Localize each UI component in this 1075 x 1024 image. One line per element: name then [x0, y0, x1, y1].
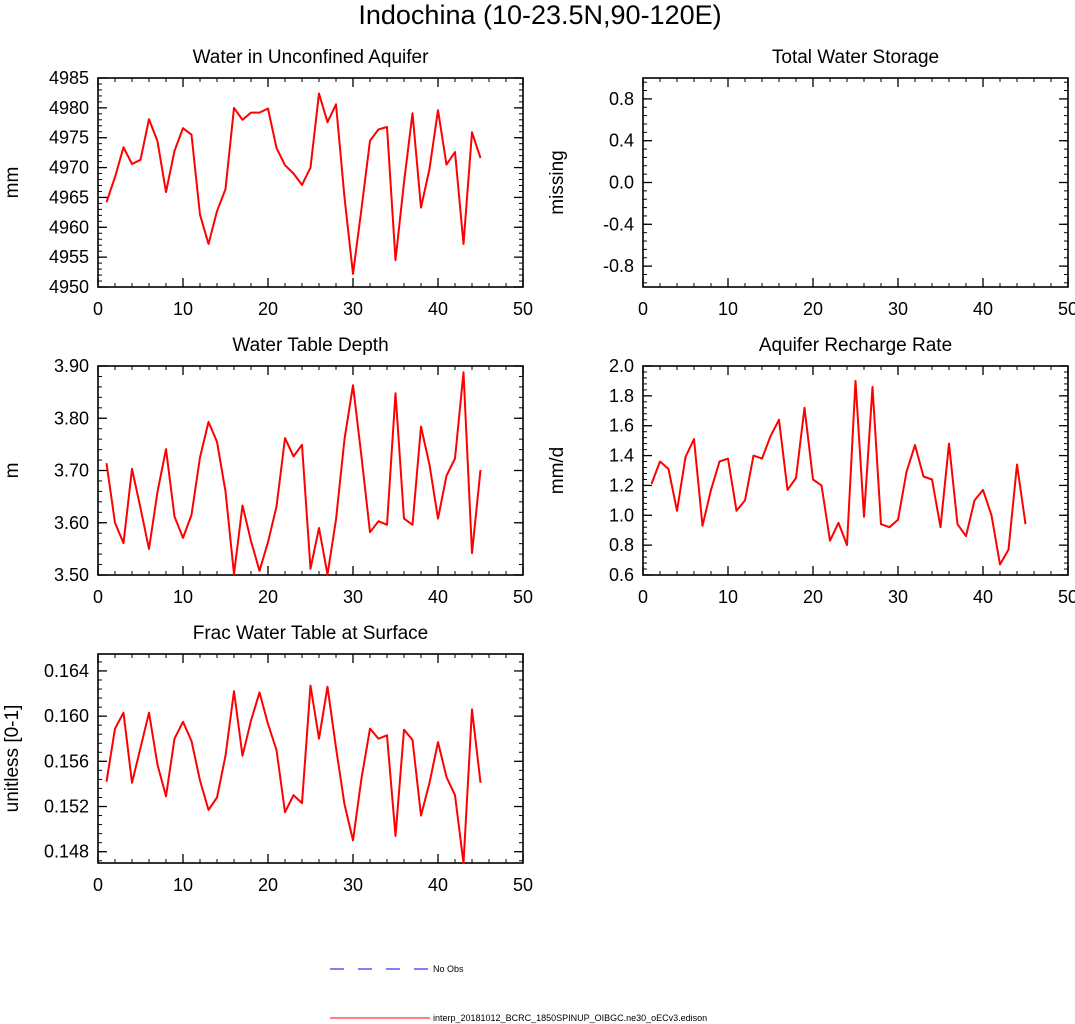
x-tick-label: 20 [803, 299, 823, 319]
panel-title: Total Water Storage [772, 47, 939, 68]
x-tick-label: 10 [173, 587, 193, 607]
y-tick-label: 4970 [49, 158, 89, 178]
panel-3: Water Table Depth m 0 10 20 30 40 50 3.50 3.60 3.7… [2, 335, 533, 607]
y-tick-label: 3.70 [54, 461, 89, 481]
x-tick-label: 50 [513, 299, 533, 319]
x-tick-label: 50 [1058, 587, 1075, 607]
x-tick-label: 30 [888, 299, 908, 319]
chart-panels: Water in Unconfined Aquifer mm 0 10 20 30 40 50… [2, 47, 1075, 895]
y-tick-label: 0.160 [44, 706, 89, 726]
panel-title: Aquifer Recharge Rate [759, 335, 952, 356]
x-tick-label: 40 [973, 299, 993, 319]
y-tick-label: 0.8 [609, 535, 634, 555]
x-tick-label: 50 [513, 587, 533, 607]
y-tick-label: 0.152 [44, 797, 89, 817]
page-title: Indochina (10-23.5N,90-120E) [358, 0, 721, 30]
x-tick-label: 0 [638, 299, 648, 319]
panel-1: Water in Unconfined Aquifer mm 0 10 20 30 40 50… [2, 47, 533, 319]
y-tick-label: 4950 [49, 277, 89, 297]
y-tick-label: 1.4 [609, 446, 634, 466]
y-tick-label: 2.0 [609, 356, 634, 376]
plot-frame [642, 365, 1069, 576]
x-tick-label: 30 [343, 587, 363, 607]
series-line-1 [105, 92, 482, 275]
x-tick-label: 20 [258, 299, 278, 319]
x-tick-label: 50 [1058, 299, 1075, 319]
y-tick-label: 4975 [49, 128, 89, 148]
panel-5: Frac Water Table at Surface unitless [0-1… [2, 623, 533, 895]
legend-label-model: interp_20181012_BCRC_1850SPINUP_OIBGC.ne… [433, 1013, 707, 1023]
x-tick-label: 10 [718, 299, 738, 319]
x-tick-label: 10 [718, 587, 738, 607]
legend-label-no-obs: No Obs [433, 964, 464, 974]
y-axis-label: mm/d [547, 447, 568, 495]
y-axis-label: missing [547, 150, 568, 214]
x-tick-label: 40 [428, 299, 448, 319]
panel-title: Water in Unconfined Aquifer [193, 47, 430, 68]
y-tick-label: 1.2 [609, 475, 634, 495]
x-tick-label: 0 [638, 587, 648, 607]
x-tick-label: 10 [173, 299, 193, 319]
x-tick-label: 20 [258, 875, 278, 895]
x-tick-label: 20 [258, 587, 278, 607]
x-tick-label: 40 [973, 587, 993, 607]
y-axis-label: mm [2, 167, 23, 199]
x-tick-label: 0 [93, 587, 103, 607]
x-tick-label: 30 [888, 587, 908, 607]
x-tick-label: 50 [513, 875, 533, 895]
y-tick-label: 1.6 [609, 416, 634, 436]
series-line-1 [650, 379, 1027, 566]
y-tick-label: -0.8 [603, 256, 634, 276]
y-tick-label: 0.8 [609, 89, 634, 109]
y-tick-label: 0.6 [609, 565, 634, 585]
plot-frame [642, 77, 1069, 288]
y-tick-label: 3.80 [54, 408, 89, 428]
x-tick-label: 30 [343, 299, 363, 319]
y-tick-label: 0.156 [44, 751, 89, 771]
y-tick-label: -0.4 [603, 214, 634, 234]
y-tick-label: 1.8 [609, 386, 634, 406]
panel-2: Total Water Storage missing 0 10 20 30 40 50 -0.… [547, 47, 1075, 319]
y-tick-label: 0.4 [609, 131, 634, 151]
panel-title: Frac Water Table at Surface [193, 623, 429, 644]
x-tick-label: 20 [803, 587, 823, 607]
x-tick-label: 30 [343, 875, 363, 895]
legend: No Obs interp_20181012_BCRC_1850SPINUP_O… [330, 964, 707, 1023]
y-tick-label: 3.50 [54, 565, 89, 585]
panel-title: Water Table Depth [232, 335, 388, 356]
x-tick-label: 10 [173, 875, 193, 895]
y-tick-label: 0.164 [44, 661, 89, 681]
x-tick-label: 40 [428, 587, 448, 607]
y-axis-label: m [2, 463, 23, 479]
plot-frame [97, 77, 524, 288]
y-tick-label: 4985 [49, 68, 89, 88]
y-tick-label: 3.60 [54, 513, 89, 533]
plot-frame [97, 653, 524, 864]
series-line-1 [105, 684, 482, 864]
series-line-1 [105, 371, 482, 576]
x-tick-label: 40 [428, 875, 448, 895]
y-tick-label: 4980 [49, 98, 89, 118]
y-tick-label: 0.148 [44, 842, 89, 862]
y-tick-label: 4965 [49, 187, 89, 207]
y-tick-label: 3.90 [54, 356, 89, 376]
x-tick-label: 0 [93, 875, 103, 895]
y-tick-label: 1.0 [609, 505, 634, 525]
y-tick-label: 4955 [49, 247, 89, 267]
y-tick-label: 0.0 [609, 173, 634, 193]
y-tick-label: 4960 [49, 217, 89, 237]
panel-4: Aquifer Recharge Rate mm/d 0 10 20 30 40 50 0.6 0… [547, 335, 1075, 607]
x-tick-label: 0 [93, 299, 103, 319]
y-axis-label: unitless [0-1] [2, 705, 23, 813]
